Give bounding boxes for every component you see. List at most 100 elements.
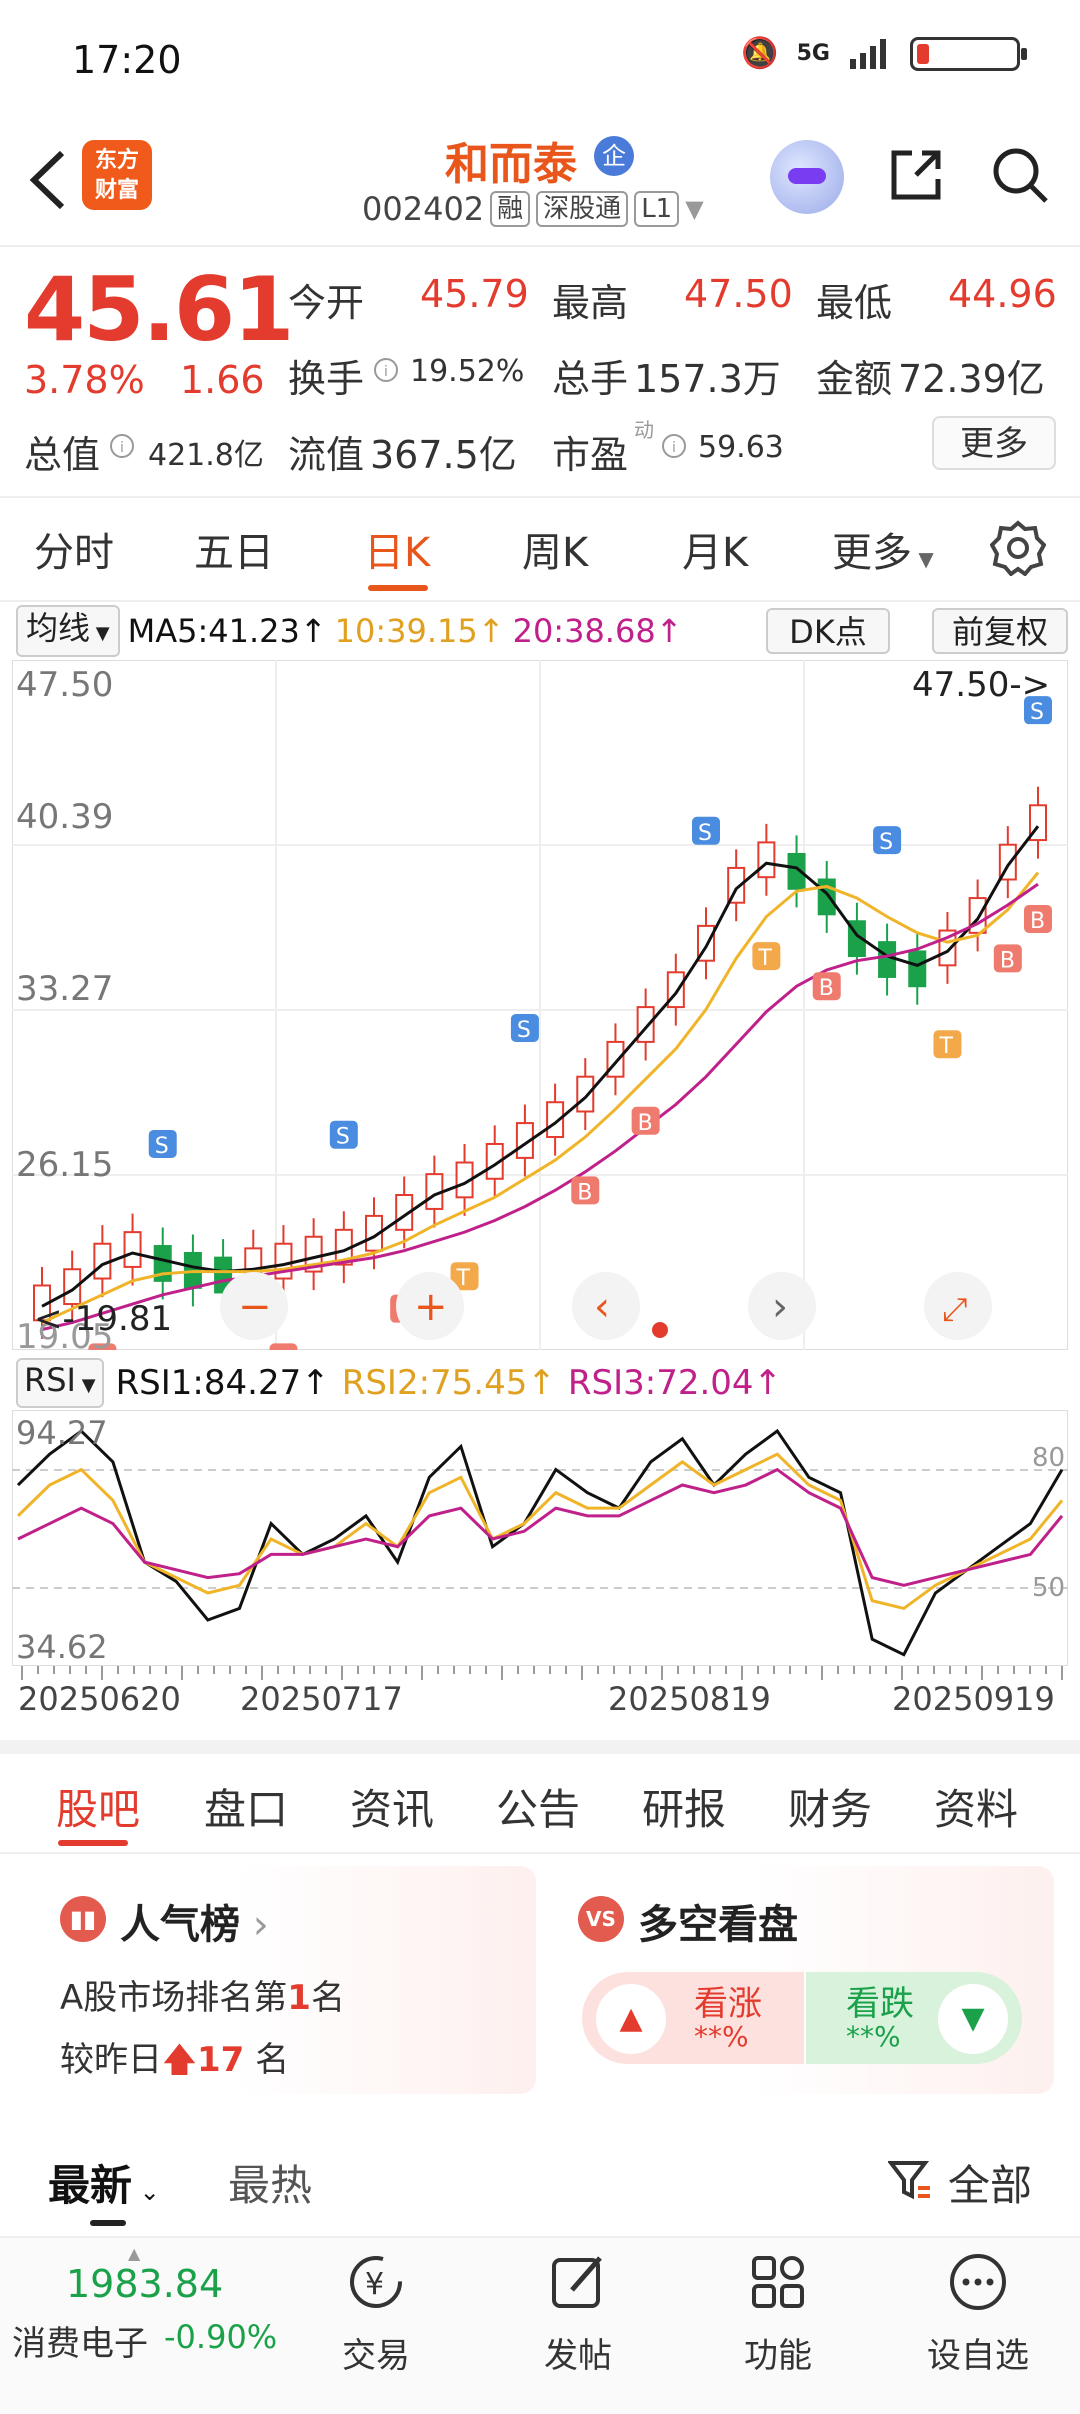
svg-text:S: S: [517, 1018, 531, 1043]
tab-announcements[interactable]: 公告: [496, 1785, 581, 1834]
stock-code-row[interactable]: 002402 融 深股通 L1 ▼: [362, 190, 704, 228]
y-tick-label: 19.05: [16, 1317, 113, 1350]
high-value: 47.50: [684, 272, 793, 316]
scroll-left-button[interactable]: [572, 1272, 640, 1340]
change-suffix: 名: [255, 2040, 290, 2080]
stock-name[interactable]: 和而泰: [445, 139, 577, 190]
tab-intraday[interactable]: 分时: [34, 530, 114, 576]
amount-value: 72.39亿: [898, 357, 1045, 401]
share-icon[interactable]: [886, 145, 946, 205]
popularity-card[interactable]: [36, 1866, 536, 2094]
date-label: 20250919: [892, 1680, 1055, 1718]
tab-monthly-k[interactable]: 月K: [682, 530, 749, 576]
vote-up-value: **%: [694, 2020, 749, 2053]
price-adjust-button[interactable]: 前复权: [932, 608, 1068, 654]
rsi-axis-bottom: 34.62: [16, 1628, 108, 1666]
gear-icon[interactable]: [989, 520, 1047, 577]
info-icon[interactable]: i: [662, 434, 686, 458]
fullscreen-button[interactable]: [924, 1272, 992, 1340]
volume-label: 总手: [552, 357, 629, 401]
arrow-up-icon: 🡅: [162, 2040, 197, 2080]
network-label: 5G: [796, 41, 830, 66]
candle-body: [365, 1214, 383, 1252]
filter-all-button[interactable]: 全部: [948, 2161, 1033, 2210]
nav-functions[interactable]: 功能: [708, 2250, 848, 2377]
triangle-up-icon: ▲: [596, 1984, 666, 2054]
tab-five-day[interactable]: 五日: [194, 530, 274, 576]
pe-value: 59.63: [698, 430, 784, 465]
back-button[interactable]: [24, 145, 84, 215]
tab-profile[interactable]: 资料: [934, 1785, 1019, 1834]
sector-index-name[interactable]: 消费电子: [12, 2324, 148, 2364]
amount-label: 金额: [816, 357, 893, 401]
zoom-out-button[interactable]: [220, 1272, 288, 1340]
nav-functions-label: 功能: [744, 2336, 812, 2376]
kline-chart[interactable]: BSTBSBTSBBSTBSTBSB 47.50 40.39 33.27 26.…: [12, 660, 1068, 1350]
tab-news[interactable]: 资讯: [350, 1785, 435, 1834]
svg-text:T: T: [938, 1034, 953, 1059]
zoom-in-button[interactable]: [396, 1272, 464, 1340]
level-tag: L1: [634, 191, 680, 227]
date-axis: [21, 1666, 1063, 1680]
candle-body: [123, 1231, 142, 1268]
candle-body: [878, 941, 897, 978]
nav-add-watchlist[interactable]: 设自选: [908, 2250, 1048, 2377]
rsi-select[interactable]: RSI ▼: [16, 1358, 104, 1408]
tab-weekly-k[interactable]: 周K: [522, 530, 589, 576]
svg-text:B: B: [638, 1111, 653, 1136]
vote-down-value: **%: [846, 2020, 901, 2053]
svg-text:B: B: [94, 1347, 109, 1350]
vote-down-label: 看跌: [846, 1984, 914, 2024]
ma-select[interactable]: 均线 ▼: [16, 605, 120, 657]
nav-post[interactable]: 发帖: [508, 2250, 648, 2377]
section-tab-underline: [58, 1840, 128, 1846]
ai-assistant-avatar[interactable]: [770, 140, 844, 214]
svg-text:B: B: [1030, 909, 1045, 934]
tab-order-book[interactable]: 盘口: [204, 1785, 289, 1834]
signal-marker-s: S: [329, 1120, 358, 1150]
sector-index-value[interactable]: 1983.84: [66, 2262, 224, 2306]
volume-value: 157.3万: [634, 357, 781, 401]
logo-line2: 财富: [94, 178, 139, 203]
float-value: 367.5亿: [370, 433, 517, 477]
svg-text:B: B: [577, 1180, 592, 1205]
float-label: 流值: [288, 433, 365, 477]
signal-icon: [850, 38, 886, 69]
svg-text:S: S: [155, 1134, 169, 1159]
feed-tab-hot[interactable]: 最热: [228, 2161, 313, 2210]
change-amount: 1.66: [180, 358, 265, 402]
page-indicator-dot: [652, 1322, 668, 1338]
svg-text:¥: ¥: [365, 2267, 384, 2302]
candle-body: [787, 852, 806, 890]
candle-body: [908, 950, 927, 988]
app-logo: 东方 财富: [82, 140, 152, 210]
svg-text:T: T: [757, 946, 772, 971]
y-tick-label: 33.27: [16, 969, 113, 1009]
caret-down-icon: ▼: [912, 547, 934, 571]
rsi-chart[interactable]: 94.27 34.62 80 50: [12, 1410, 1068, 1666]
tab-financials[interactable]: 财务: [788, 1785, 873, 1834]
feed-tab-latest[interactable]: 最新 ⌄: [48, 2152, 160, 2213]
battery-icon: [910, 36, 1027, 71]
popularity-title[interactable]: 人气榜 ›: [120, 1892, 269, 1950]
info-icon[interactable]: i: [110, 434, 134, 458]
signal-marker-s: S: [692, 816, 720, 846]
search-icon[interactable]: [990, 145, 1050, 205]
scroll-right-button[interactable]: [748, 1272, 816, 1340]
margin-tag: 融: [490, 191, 531, 227]
info-icon[interactable]: i: [374, 358, 398, 382]
dk-point-button[interactable]: DK点: [766, 608, 890, 654]
filter-icon[interactable]: [886, 2158, 932, 2202]
tab-research[interactable]: 研报: [642, 1785, 727, 1834]
tab-more[interactable]: 更多 ▼: [832, 520, 934, 578]
tab-guba[interactable]: 股吧: [56, 1785, 141, 1834]
svg-text:S: S: [336, 1125, 350, 1150]
signal-marker-b: B: [1024, 904, 1052, 934]
rsi-line-rsi3: [17, 1467, 1064, 1587]
tab-daily-k[interactable]: 日K: [364, 530, 431, 576]
rsi-level-80: 80: [1032, 1443, 1065, 1473]
nav-trade[interactable]: ¥ 交易: [306, 2250, 446, 2377]
rsi-line-rsi1: [16, 1428, 1064, 1657]
signal-marker-b: B: [571, 1176, 600, 1205]
more-quote-button[interactable]: 更多: [932, 416, 1056, 470]
